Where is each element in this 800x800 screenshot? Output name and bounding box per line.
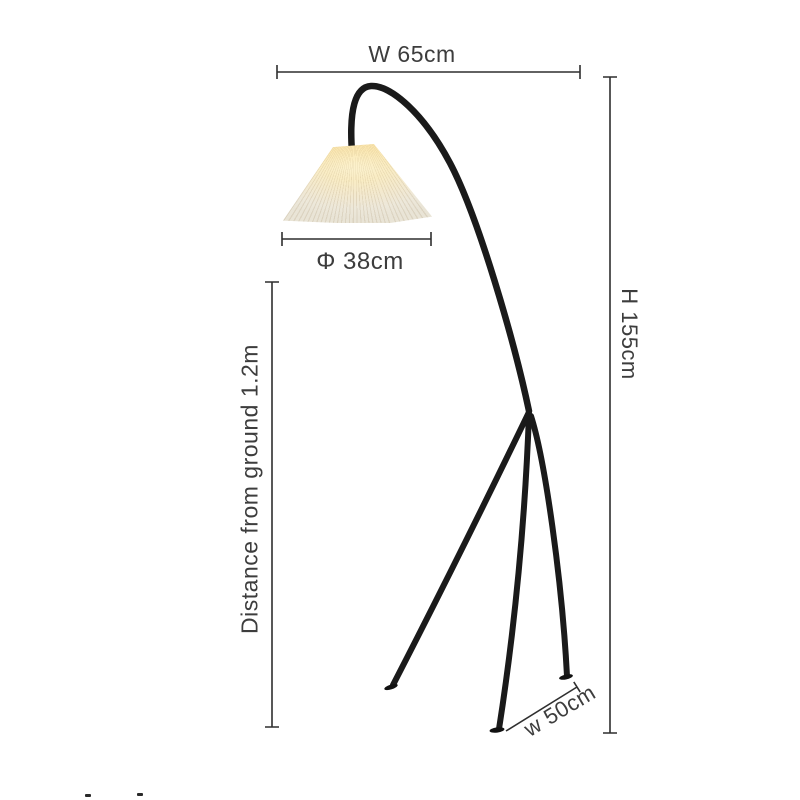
width-dimension-line (276, 65, 581, 79)
overall-width-label: W 65cm (368, 41, 456, 67)
ground-distance-dimension-line (265, 281, 279, 728)
overall-height-label: H 155cm (617, 288, 643, 380)
dimension-lines (265, 65, 617, 734)
base-width-dimension-line (505, 681, 581, 732)
lamp-foot-left (384, 683, 398, 691)
lamp-body (348, 82, 573, 733)
lamp-arc-arm (348, 82, 533, 415)
ground-distance-label: Distance from ground 1.2m (236, 344, 263, 634)
cropped-glyph-mark (85, 794, 91, 797)
lamp-leg-middle (496, 411, 532, 732)
cropped-glyph-mark (137, 793, 143, 796)
shade-diameter-dimension-line (281, 232, 432, 246)
lamp-leg-right (528, 413, 570, 679)
lamp-leg-left (390, 409, 532, 688)
lamp-foot-middle (489, 727, 505, 733)
height-dimension-line (603, 76, 617, 734)
shade-diameter-label: Φ 38cm (316, 248, 404, 275)
lamp-foot-right (559, 674, 573, 680)
